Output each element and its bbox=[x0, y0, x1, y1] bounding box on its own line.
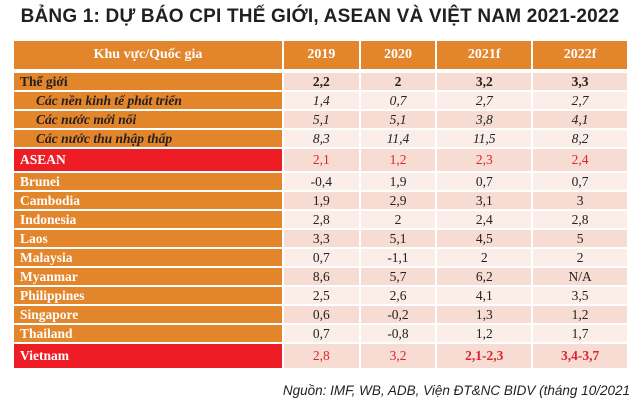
row-label: Myanmar bbox=[14, 268, 282, 285]
cell-2020: 5,1 bbox=[360, 111, 436, 128]
table-row: Malaysia 0,7 -1,1 2 2 bbox=[14, 249, 627, 266]
cell-2021f: 2,3 bbox=[437, 149, 532, 171]
cell-2022f: 2,8 bbox=[533, 211, 627, 228]
cell-2019: 2,8 bbox=[284, 344, 359, 368]
row-label: Malaysia bbox=[14, 249, 282, 266]
cell-2022f: 3,4-3,7 bbox=[533, 344, 627, 368]
row-label: Singapore bbox=[14, 306, 282, 323]
cell-2022f: 1,2 bbox=[533, 306, 627, 323]
cell-2021f: 3,8 bbox=[437, 111, 532, 128]
header-region: Khu vực/Quốc gia bbox=[14, 41, 282, 69]
table-row: Các nước thu nhập thấp 8,3 11,4 11,5 8,2 bbox=[14, 130, 627, 147]
cell-2021f: 3,1 bbox=[437, 192, 532, 209]
table-row: Indonesia 2,8 2 2,4 2,8 bbox=[14, 211, 627, 228]
cell-2021f: 11,5 bbox=[437, 130, 532, 147]
row-label: Các nền kinh tế phát triển bbox=[14, 92, 282, 109]
cell-2021f: 4,5 bbox=[437, 230, 532, 247]
table-row: Vietnam 2,8 3,2 2,1-2,3 3,4-3,7 bbox=[14, 344, 627, 368]
row-label: Các nước mới nổi bbox=[14, 111, 282, 128]
cell-2019: 2,5 bbox=[284, 287, 359, 304]
header-2020: 2020 bbox=[360, 41, 436, 69]
header-2019: 2019 bbox=[284, 41, 359, 69]
table-row: Thế giới 2,2 2 3,2 3,3 bbox=[14, 73, 627, 90]
table-row: Các nền kinh tế phát triển 1,4 0,7 2,7 2,7 bbox=[14, 92, 627, 109]
cell-2021f: 2,4 bbox=[437, 211, 532, 228]
header-2021f: 2021f bbox=[437, 41, 532, 69]
cell-2019: 5,1 bbox=[284, 111, 359, 128]
cell-2019: 8,6 bbox=[284, 268, 359, 285]
cell-2019: 2,2 bbox=[284, 73, 359, 90]
table-row: ASEAN 2,1 1,2 2,3 2,4 bbox=[14, 149, 627, 171]
row-label: Cambodia bbox=[14, 192, 282, 209]
cell-2019: 8,3 bbox=[284, 130, 359, 147]
cell-2022f: 4,1 bbox=[533, 111, 627, 128]
cell-2021f: 2,1-2,3 bbox=[437, 344, 532, 368]
cell-2021f: 6,2 bbox=[437, 268, 532, 285]
cell-2019: 0,6 bbox=[284, 306, 359, 323]
row-label: Vietnam bbox=[14, 344, 282, 368]
cell-2022f: 1,7 bbox=[533, 325, 627, 342]
table-title: BẢNG 1: DỰ BÁO CPI THẾ GIỚI, ASEAN VÀ VI… bbox=[20, 6, 620, 27]
cell-2020: 0,7 bbox=[360, 92, 436, 109]
cell-2021f: 2 bbox=[437, 249, 532, 266]
cell-2020: -1,1 bbox=[360, 249, 436, 266]
cell-2021f: 2,7 bbox=[437, 92, 532, 109]
cell-2022f: 2 bbox=[533, 249, 627, 266]
cell-2022f: 5 bbox=[533, 230, 627, 247]
cell-2019: 2,1 bbox=[284, 149, 359, 171]
cell-2020: -0,8 bbox=[360, 325, 436, 342]
cell-2020: 1,2 bbox=[360, 149, 436, 171]
cell-2020: 1,9 bbox=[360, 173, 436, 190]
row-label: Philippines bbox=[14, 287, 282, 304]
table-row: Myanmar 8,6 5,7 6,2 N/A bbox=[14, 268, 627, 285]
cell-2022f: N/A bbox=[533, 268, 627, 285]
cell-2022f: 2,4 bbox=[533, 149, 627, 171]
table-row: Cambodia 1,9 2,9 3,1 3 bbox=[14, 192, 627, 209]
cell-2021f: 0,7 bbox=[437, 173, 532, 190]
cell-2020: 2,9 bbox=[360, 192, 436, 209]
cell-2022f: 0,7 bbox=[533, 173, 627, 190]
cell-2020: 2 bbox=[360, 211, 436, 228]
row-label: Các nước thu nhập thấp bbox=[14, 130, 282, 147]
header-row: Khu vực/Quốc gia 2019 2020 2021f 2022f bbox=[14, 41, 627, 69]
table-row: Laos 3,3 5,1 4,5 5 bbox=[14, 230, 627, 247]
cell-2021f: 3,2 bbox=[437, 73, 532, 90]
cell-2020: 3,2 bbox=[360, 344, 436, 368]
cpi-forecast-table: Khu vực/Quốc gia 2019 2020 2021f 2022f T… bbox=[12, 39, 629, 370]
row-label: ASEAN bbox=[14, 149, 282, 171]
row-label: Laos bbox=[14, 230, 282, 247]
row-label: Thailand bbox=[14, 325, 282, 342]
cell-2022f: 2,7 bbox=[533, 92, 627, 109]
header-2022f: 2022f bbox=[533, 41, 627, 69]
cell-2022f: 8,2 bbox=[533, 130, 627, 147]
cell-2022f: 3,3 bbox=[533, 73, 627, 90]
cell-2021f: 1,2 bbox=[437, 325, 532, 342]
cell-2022f: 3 bbox=[533, 192, 627, 209]
row-label: Brunei bbox=[14, 173, 282, 190]
cell-2020: 2,6 bbox=[360, 287, 436, 304]
cell-2019: 0,7 bbox=[284, 325, 359, 342]
cell-2021f: 1,3 bbox=[437, 306, 532, 323]
cell-2020: 11,4 bbox=[360, 130, 436, 147]
cell-2019: 1,4 bbox=[284, 92, 359, 109]
table-row: Thailand 0,7 -0,8 1,2 1,7 bbox=[14, 325, 627, 342]
cell-2019: 1,9 bbox=[284, 192, 359, 209]
cell-2020: 5,1 bbox=[360, 230, 436, 247]
cell-2020: -0,2 bbox=[360, 306, 436, 323]
cell-2019: 0,7 bbox=[284, 249, 359, 266]
table-row: Các nước mới nổi 5,1 5,1 3,8 4,1 bbox=[14, 111, 627, 128]
cell-2019: 2,8 bbox=[284, 211, 359, 228]
row-label: Thế giới bbox=[14, 73, 282, 90]
cell-2020: 2 bbox=[360, 73, 436, 90]
table-row: Brunei -0,4 1,9 0,7 0,7 bbox=[14, 173, 627, 190]
cell-2019: -0,4 bbox=[284, 173, 359, 190]
row-label: Indonesia bbox=[14, 211, 282, 228]
source-note: Nguồn: IMF, WB, ADB, Viện ĐT&NC BIDV (th… bbox=[282, 383, 630, 398]
table-row: Singapore 0,6 -0,2 1,3 1,2 bbox=[14, 306, 627, 323]
cell-2019: 3,3 bbox=[284, 230, 359, 247]
cell-2021f: 4,1 bbox=[437, 287, 532, 304]
cell-2020: 5,7 bbox=[360, 268, 436, 285]
cell-2022f: 3,5 bbox=[533, 287, 627, 304]
table-row: Philippines 2,5 2,6 4,1 3,5 bbox=[14, 287, 627, 304]
